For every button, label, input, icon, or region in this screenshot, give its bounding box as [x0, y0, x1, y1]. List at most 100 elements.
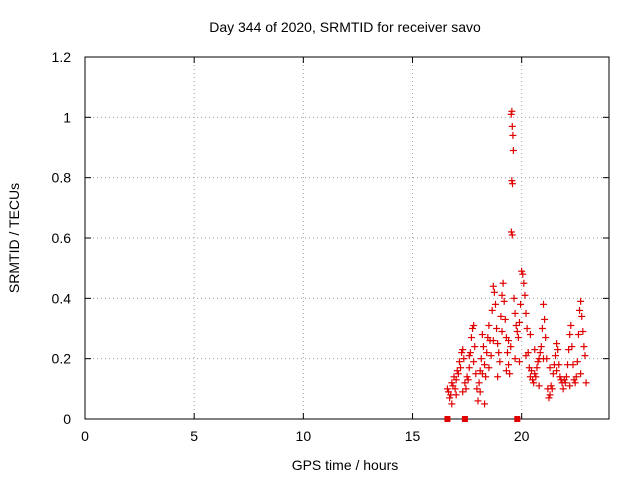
data-point — [467, 334, 475, 342]
data-point — [511, 355, 519, 363]
data-point — [521, 291, 529, 299]
data-point — [508, 177, 516, 185]
data-point — [508, 231, 516, 239]
data-point — [502, 367, 510, 375]
y-tick-label: 0 — [63, 411, 71, 427]
data-point — [452, 391, 460, 399]
data-point — [555, 361, 563, 369]
data-point — [580, 343, 588, 351]
data-point — [455, 358, 463, 366]
data-point — [443, 385, 451, 393]
data-point — [475, 379, 483, 387]
data-point — [499, 279, 507, 287]
data-point — [508, 107, 516, 115]
data-point — [503, 349, 511, 357]
data-point — [483, 349, 491, 357]
data-point — [505, 361, 513, 369]
data-point — [459, 346, 467, 354]
data-point — [531, 370, 539, 378]
data-point — [498, 291, 506, 299]
data-point — [507, 343, 515, 351]
data-point — [446, 394, 454, 402]
y-tick-label: 0.8 — [52, 170, 72, 186]
data-point — [481, 361, 489, 369]
data-point — [470, 358, 478, 366]
data-point — [485, 321, 493, 329]
x-tick-label: 0 — [81, 428, 89, 444]
data-point — [577, 297, 585, 305]
data-point — [548, 385, 556, 393]
data-point — [569, 361, 577, 369]
data-point — [478, 331, 486, 339]
data-point — [582, 379, 590, 387]
data-point — [515, 358, 523, 366]
data-point — [465, 364, 473, 372]
x-tick-label: 10 — [296, 428, 312, 444]
data-point — [546, 391, 554, 399]
data-point — [508, 180, 516, 188]
data-points — [443, 107, 590, 422]
data-point — [495, 349, 503, 357]
data-point — [511, 309, 519, 317]
data-point — [553, 367, 561, 375]
data-point — [553, 340, 561, 348]
y-tick-label: 1.2 — [52, 49, 72, 65]
data-point — [519, 270, 527, 278]
data-point — [515, 318, 523, 326]
data-point — [554, 346, 562, 354]
data-point — [579, 328, 587, 336]
data-point — [559, 385, 567, 393]
data-point — [572, 373, 580, 381]
x-tick-label: 5 — [190, 428, 198, 444]
data-point — [489, 337, 497, 345]
data-point — [534, 358, 542, 366]
data-point — [478, 370, 486, 378]
data-point — [566, 331, 574, 339]
x-axis-label: GPS time / hours — [292, 457, 399, 473]
data-point — [469, 325, 477, 332]
data-point — [505, 337, 513, 345]
x-tick-label: 15 — [405, 428, 421, 444]
data-point — [463, 373, 471, 381]
data-point — [552, 352, 560, 360]
data-point — [536, 349, 544, 357]
data-point — [509, 147, 517, 155]
data-point — [461, 379, 469, 387]
data-point — [533, 364, 541, 372]
data-point — [506, 370, 514, 378]
data-point — [477, 355, 485, 363]
data-point — [491, 300, 499, 308]
data-point — [471, 343, 479, 351]
data-point — [470, 321, 478, 329]
data-point — [485, 364, 493, 372]
data-point — [574, 331, 582, 339]
data-point — [474, 397, 482, 405]
data-point — [448, 400, 456, 408]
zero-marker — [514, 416, 521, 422]
data-point — [481, 400, 489, 408]
data-point — [476, 388, 484, 396]
data-point — [465, 352, 473, 360]
data-point — [464, 376, 472, 384]
data-point — [472, 370, 480, 378]
zero-marker — [444, 416, 451, 422]
data-point — [573, 358, 581, 366]
data-point — [454, 370, 462, 378]
data-point — [565, 346, 573, 354]
data-point — [487, 352, 495, 360]
data-point — [568, 343, 576, 351]
data-point — [497, 312, 505, 320]
data-point — [507, 228, 515, 236]
data-point — [527, 367, 535, 375]
data-point — [577, 370, 585, 378]
data-point — [448, 379, 456, 387]
y-tick-label: 0.2 — [52, 351, 72, 367]
data-point — [540, 300, 547, 308]
chart-title: Day 344 of 2020, SRMTID for receiver sav… — [209, 19, 481, 35]
data-point — [531, 346, 539, 354]
data-point — [479, 343, 487, 351]
data-point — [498, 328, 506, 336]
data-point — [466, 349, 474, 357]
data-point — [520, 279, 528, 287]
